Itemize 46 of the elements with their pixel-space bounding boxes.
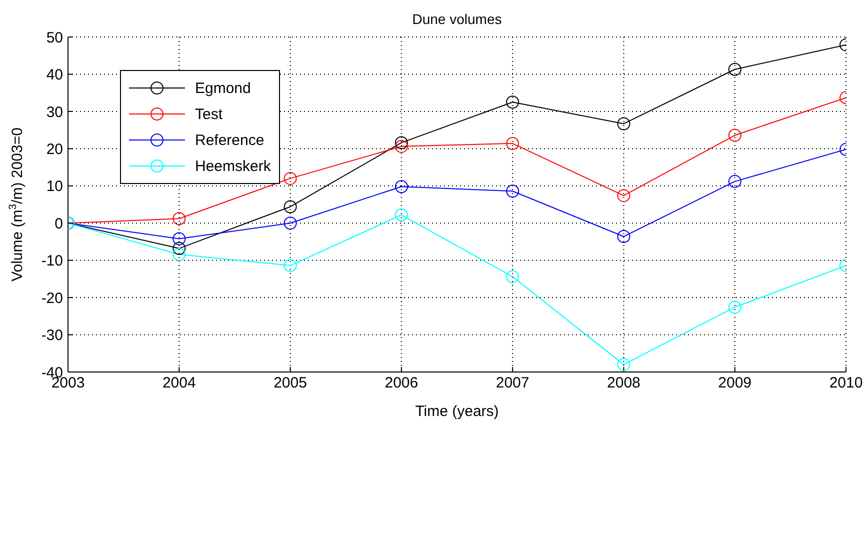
y-tick-label: -10	[41, 252, 63, 270]
y-tick-label: 40	[46, 66, 63, 84]
x-tick-label: 2008	[607, 374, 640, 392]
point	[506, 96, 520, 109]
y-tick-label: 10	[46, 178, 63, 196]
point	[617, 230, 630, 244]
point	[172, 232, 186, 246]
chart-title: Dune volumes	[412, 11, 502, 27]
y-tick-label: -20	[41, 290, 63, 307]
point	[284, 200, 297, 214]
y-tick-label: -30	[41, 327, 63, 344]
x-axis-title: Time (years)	[415, 403, 499, 420]
point	[617, 189, 630, 202]
point	[172, 212, 186, 226]
point	[728, 300, 742, 314]
point	[284, 172, 297, 185]
x-tick-label: 2006	[384, 374, 418, 392]
y-tick-label: 50	[46, 29, 63, 46]
x-tick-label: 2004	[162, 374, 196, 392]
legend-label: Reference	[195, 132, 264, 148]
point	[728, 174, 742, 188]
y-tick-label: 0	[54, 215, 63, 232]
point	[617, 358, 630, 372]
point	[394, 136, 408, 150]
x-tick-label: 2005	[274, 374, 307, 392]
point	[394, 208, 408, 222]
point	[284, 259, 297, 272]
point	[506, 270, 520, 284]
y-tick-label: 20	[46, 140, 63, 158]
x-tick-label: 2009	[718, 374, 752, 392]
point	[394, 140, 408, 153]
point	[506, 136, 520, 150]
legend-label: Heemskerk	[195, 158, 271, 174]
point	[728, 128, 742, 142]
point	[394, 180, 408, 194]
point	[728, 62, 742, 76]
point	[284, 216, 297, 230]
point	[172, 242, 186, 255]
legend-label: Egmond	[195, 80, 251, 96]
point	[172, 248, 186, 261]
y-tick-label: 30	[46, 104, 63, 121]
x-tick-label: 2007	[496, 374, 530, 392]
legend-label: Test	[195, 106, 223, 122]
point	[617, 117, 630, 130]
x-tick-label: 2010	[829, 374, 863, 392]
point	[506, 184, 520, 198]
